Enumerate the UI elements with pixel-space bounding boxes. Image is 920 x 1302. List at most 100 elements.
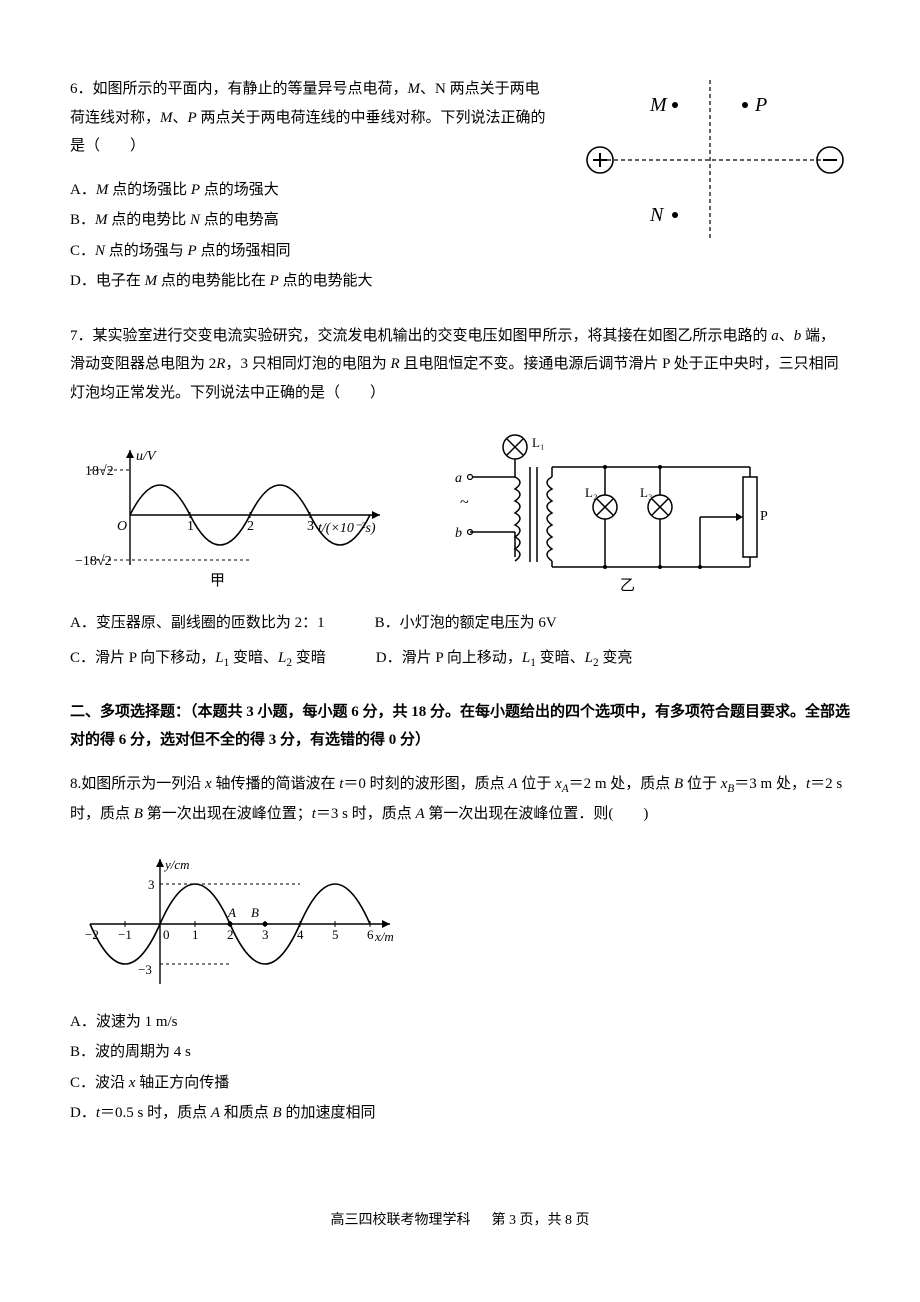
svg-text:B: B (251, 905, 259, 920)
q8-B2: B (134, 806, 143, 822)
q8-s5: ＝2 m 处，质点 (569, 776, 674, 792)
svg-text:2: 2 (247, 519, 254, 534)
q7-figures: 18√2 −18√2 u/V O 1 2 3 t/(×10⁻²s) 甲 L₁ a… (70, 422, 850, 597)
q8-stem: 8.如图所示为一列沿 x 轴传播的简谐波在 t＝0 时刻的波形图，质点 A 位于… (70, 770, 850, 829)
section-2-heading: 二、多项选择题：（本题共 3 小题，每小题 6 分，共 18 分。在每小题给出的… (70, 698, 850, 755)
q8-opt-d: D．t＝0.5 s 时，质点 A 和质点 B 的加速度相同 (70, 1099, 850, 1128)
svg-text:P: P (754, 94, 767, 116)
svg-text:18√2: 18√2 (85, 464, 114, 479)
footer-right: 第 3 页，共 8 页 (492, 1213, 590, 1228)
charges-diagram: M P N (570, 75, 850, 245)
q6-d-prefix: D．电子在 (70, 273, 145, 289)
q7-sep: 、 (779, 328, 794, 344)
svg-text:甲: 甲 (210, 573, 225, 589)
q7-opt-d: D．滑片 P 向上移动，L1 变暗、L2 变亮 (376, 644, 633, 674)
svg-text:L₂: L₂ (585, 485, 597, 500)
q8-figure: y/cm 3 −3 −2 −1 0 1 2 3 4 5 6 x/m A B (70, 844, 850, 994)
svg-text:0: 0 (163, 927, 170, 942)
q8-s4: 位于 (518, 776, 556, 792)
q8-d-A: A (211, 1105, 220, 1121)
svg-text:y/cm: y/cm (163, 857, 190, 872)
svg-text:L₁: L₁ (532, 435, 544, 450)
q6-stem-1: 如图所示的平面内，有静止的等量异号点电荷， (93, 81, 408, 97)
section-2-head-text: 二、多项选择题：（本题共 3 小题，每小题 6 分，共 18 分。在每小题给出的… (70, 704, 850, 749)
q6-a-1: 点的场强比 (108, 182, 191, 198)
q7-stem-3: ，3 只相同灯泡的电阻为 (225, 356, 390, 372)
wave-diagram: y/cm 3 −3 −2 −1 0 1 2 3 4 5 6 x/m A B (70, 844, 410, 994)
q6-a-2: 点的场强大 (200, 182, 279, 198)
svg-text:6: 6 (367, 927, 374, 942)
q8-s1: 如图所示为一列沿 (81, 776, 205, 792)
svg-text:1: 1 (192, 927, 199, 942)
svg-text:a: a (455, 471, 462, 486)
q7-stem: 7．某实验室进行交变电流实验研究，交流发电机输出的交变电压如图甲所示，将其接在如… (70, 322, 850, 408)
q8-s9: 第一次出现在波峰位置； (143, 806, 312, 822)
q8-d-1: D． (70, 1105, 96, 1121)
q8-opt-c: C．波沿 x 轴正方向传播 (70, 1069, 850, 1098)
q7-num: 7． (70, 328, 93, 344)
q6-b-1: 点的电势比 (108, 212, 191, 228)
svg-text:A: A (227, 905, 236, 920)
svg-text:~: ~ (460, 494, 469, 511)
q6-c-1: 点的场强与 (105, 243, 188, 259)
q7-fig-1: 18√2 −18√2 u/V O 1 2 3 t/(×10⁻²s) 甲 (70, 430, 400, 590)
svg-text:b: b (455, 526, 462, 541)
q8-options: A．波速为 1 m/s B．波的周期为 4 s C．波沿 x 轴正方向传播 D．… (70, 1008, 850, 1128)
svg-text:3: 3 (307, 519, 314, 534)
svg-text:5: 5 (332, 927, 339, 942)
footer-left: 高三四校联考物理学科 (331, 1213, 471, 1228)
svg-text:2: 2 (227, 927, 234, 942)
q6-stem-3: 、 (173, 110, 188, 126)
q8-d-3: 和质点 (220, 1105, 273, 1121)
q8-s6: 位于 (683, 776, 721, 792)
q7-options: A．变压器原、副线圈的匝数比为 2：1 B．小灯泡的额定电压为 6V (70, 609, 850, 638)
q7-d-prefix: D．滑片 P 向上移动， (376, 650, 522, 666)
q7-d-l2: L (585, 650, 593, 666)
svg-text:3: 3 (262, 927, 269, 942)
q8-xAsub: A (562, 783, 569, 795)
q7-c-1: 变暗、 (229, 650, 278, 666)
q8-s7: ＝3 m 处， (734, 776, 806, 792)
question-7: 7．某实验室进行交变电流实验研究，交流发电机输出的交变电压如图甲所示，将其接在如… (70, 322, 850, 674)
q6-b-2: 点的电势高 (200, 212, 279, 228)
q8-opt-b: B．波的周期为 4 s (70, 1038, 850, 1067)
svg-text:−2: −2 (85, 927, 99, 942)
q7-opt-b: B．小灯泡的额定电压为 6V (375, 609, 557, 638)
svg-text:−1: −1 (118, 927, 132, 942)
svg-text:O: O (117, 519, 127, 534)
q6-b-prefix: B． (70, 212, 95, 228)
q7-c-l1: L (215, 650, 223, 666)
q6-d-1: 点的电势能比在 (157, 273, 270, 289)
q7-opt-c: C．滑片 P 向下移动，L1 变暗、L2 变暗 (70, 644, 326, 674)
svg-text:L₃: L₃ (640, 485, 652, 500)
q6-opt-d: D．电子在 M 点的电势能比在 P 点的电势能大 (70, 267, 850, 296)
q7-a: a (771, 328, 779, 344)
q6-figure: M P N (570, 75, 850, 245)
q8-c-2: 轴正方向传播 (135, 1075, 229, 1091)
q7-d-1: 变暗、 (536, 650, 585, 666)
q6-num: 6． (70, 81, 93, 97)
q8-A2: A (415, 806, 424, 822)
q6-a-prefix: A． (70, 182, 96, 198)
q7-options-2: C．滑片 P 向下移动，L1 变暗、L2 变暗 D．滑片 P 向上移动，L1 变… (70, 644, 850, 674)
q7-c-2: 变暗 (292, 650, 326, 666)
svg-text:P: P (760, 509, 768, 524)
q8-num: 8. (70, 776, 81, 792)
q8-d-B: B (273, 1105, 282, 1121)
svg-text:u/V: u/V (136, 449, 157, 464)
q7-opt-a: A．变压器原、副线圈的匝数比为 2：1 (70, 609, 325, 638)
q8-x1: x (205, 776, 212, 792)
q8-s11: 第一次出现在波峰位置．则( ) (425, 806, 649, 822)
q7-d-l1: L (522, 650, 530, 666)
page-footer: 高三四校联考物理学科 第 3 页，共 8 页 (70, 1208, 850, 1235)
svg-text:1: 1 (187, 519, 194, 534)
svg-text:M: M (649, 94, 668, 116)
q7-r2: R (390, 356, 399, 372)
q6-c-2: 点的场强相同 (197, 243, 291, 259)
q8-s10: ＝3 s 时，质点 (316, 806, 416, 822)
question-8: 8.如图所示为一列沿 x 轴传播的简谐波在 t＝0 时刻的波形图，质点 A 位于… (70, 770, 850, 1128)
svg-text:3: 3 (148, 877, 155, 892)
q7-d-2: 变亮 (599, 650, 633, 666)
q7-stem-1: 某实验室进行交变电流实验研究，交流发电机输出的交变电压如图甲所示，将其接在如图乙… (93, 328, 772, 344)
q8-B1: B (674, 776, 683, 792)
